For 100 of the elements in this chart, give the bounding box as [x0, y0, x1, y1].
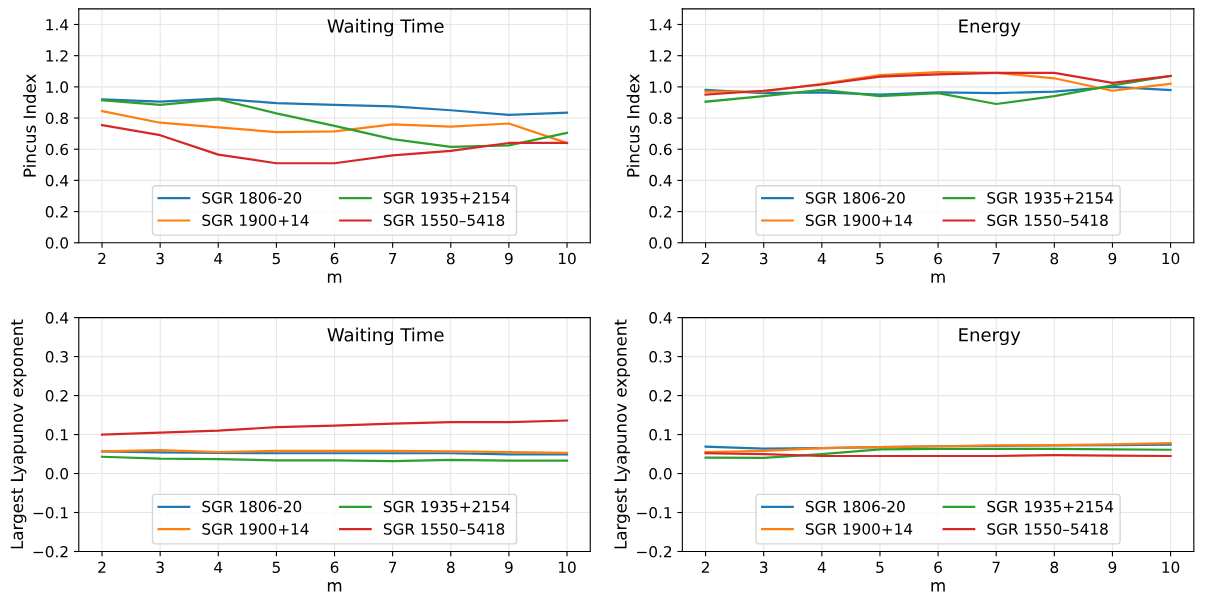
- legend-label: SGR 1900+14: [805, 214, 913, 227]
- x-tick-label: 7: [389, 561, 397, 573]
- legend-label: SGR 1550–5418: [383, 214, 505, 227]
- y-tick-label: 0.2: [45, 390, 68, 402]
- legend-label: SGR 1550–5418: [987, 214, 1108, 227]
- legend-label: SGR 1900+14: [202, 523, 309, 535]
- y-tick-label: 1.2: [649, 50, 672, 62]
- y-axis-title: Pincus Index: [23, 74, 36, 177]
- text: Waiting Time: [327, 18, 444, 37]
- legend-label: SGR 1550–5418: [987, 523, 1108, 535]
- x-tick-label: 8: [1050, 252, 1059, 265]
- x-tick-label: 8: [1050, 561, 1059, 574]
- x-axis-title: m: [931, 273, 945, 283]
- y-tick-label: 0.2: [649, 206, 672, 218]
- y-tick-label: 0.4: [649, 312, 672, 324]
- y-axis-title: Largest Lyapunov exponent: [10, 319, 27, 549]
- text: Energy: [959, 19, 1021, 37]
- x-tick-label: 5: [876, 561, 884, 574]
- x-tick-label: 10: [558, 561, 576, 574]
- x-axis-title: m: [327, 582, 342, 592]
- x-tick-label: 8: [446, 252, 455, 265]
- y-tick-label: 0.2: [649, 390, 672, 402]
- x-tick-label: 7: [992, 252, 1000, 265]
- x-tick-label: 9: [505, 561, 513, 574]
- line-series: [100, 419, 569, 436]
- y-tick-label: 1.0: [46, 81, 69, 93]
- legend-label: SGR 1935+2154: [383, 500, 510, 513]
- x-tick-label: 8: [446, 561, 455, 574]
- x-tick-label: 6: [934, 561, 942, 574]
- y-tick-label: 0.4: [45, 312, 69, 324]
- x-tick-label: 4: [817, 561, 826, 573]
- x-tick-label: 7: [389, 252, 397, 265]
- x-tick-label: 2: [98, 252, 106, 265]
- y-tick-label: −0.1: [637, 506, 672, 519]
- x-tick-label: 9: [1108, 252, 1117, 265]
- legend-label: SGR 1806-20: [202, 500, 302, 513]
- x-tick-label: 5: [876, 252, 884, 265]
- y-tick-label: 0.3: [45, 351, 68, 363]
- x-tick-label: 2: [701, 561, 709, 573]
- x-tick-label: 5: [272, 252, 280, 265]
- line-series: [704, 447, 1172, 460]
- legend-label: SGR 1550–5418: [383, 523, 505, 535]
- y-axis-title: Pincus Index: [626, 74, 640, 177]
- x-tick-label: 7: [992, 561, 1000, 573]
- x-axis-title: m: [327, 273, 342, 283]
- y-tick-label: −0.2: [33, 545, 68, 558]
- legend-label: SGR 1935+2154: [987, 192, 1114, 204]
- legend-label: SGR 1935+2154: [987, 500, 1114, 513]
- x-tick-label: 10: [1162, 252, 1180, 265]
- x-tick-label: 3: [760, 252, 768, 265]
- line-series: [100, 97, 569, 117]
- y-tick-label: 0.2: [45, 206, 68, 218]
- y-tick-label: 0.0: [45, 468, 69, 480]
- y-tick-label: 1.4: [46, 19, 69, 31]
- y-tick-label: 0.4: [45, 174, 69, 187]
- y-tick-label: 1.2: [46, 50, 68, 62]
- y-tick-label: 1.0: [649, 81, 672, 93]
- x-tick-label: 2: [701, 252, 709, 265]
- y-tick-label: 0.0: [649, 237, 672, 249]
- legend-label: SGR 1900+14: [805, 523, 913, 535]
- y-tick-label: 0.0: [45, 237, 69, 249]
- legend-label: SGR 1806-20: [805, 500, 905, 513]
- x-axis-title: m: [931, 582, 945, 592]
- y-axis-title: Largest Lyapunov exponent: [614, 319, 630, 549]
- x-tick-label: 9: [505, 252, 513, 265]
- x-tick-label: 3: [760, 561, 768, 574]
- y-tick-label: 0.4: [649, 174, 672, 187]
- x-tick-label: 5: [272, 561, 280, 574]
- legend-label: SGR 1935+2154: [383, 192, 510, 204]
- x-tick-label: 9: [1108, 561, 1117, 574]
- x-tick-label: 6: [330, 252, 339, 265]
- line-series: [100, 123, 569, 165]
- line-series: [704, 442, 1172, 454]
- y-tick-label: 0.1: [649, 429, 672, 441]
- x-tick-label: 6: [330, 561, 339, 574]
- y-tick-label: 0.3: [649, 351, 672, 363]
- x-tick-label: 10: [558, 252, 576, 265]
- line-series: [100, 98, 569, 148]
- x-tick-label: 4: [214, 252, 223, 265]
- x-tick-label: 6: [934, 252, 942, 265]
- x-tick-label: 3: [156, 561, 164, 574]
- legend-label: SGR 1806-20: [202, 192, 302, 204]
- y-tick-label: −0.2: [637, 545, 672, 558]
- text: Energy: [959, 328, 1021, 346]
- text: Waiting Time: [327, 327, 444, 346]
- x-tick-label: 4: [214, 561, 223, 573]
- y-tick-label: −0.1: [33, 506, 68, 519]
- y-tick-label: 0.8: [649, 112, 672, 125]
- x-tick-label: 2: [98, 561, 106, 573]
- y-tick-label: 1.4: [649, 19, 672, 31]
- y-tick-label: 0.8: [45, 112, 69, 125]
- x-tick-label: 3: [156, 252, 164, 265]
- y-tick-label: 0.0: [649, 468, 672, 480]
- x-tick-label: 10: [1162, 561, 1180, 574]
- line-series: [100, 109, 569, 145]
- y-tick-label: 0.6: [45, 143, 69, 156]
- y-tick-label: 0.6: [649, 143, 672, 156]
- legend-label: SGR 1900+14: [202, 214, 309, 227]
- legend-label: SGR 1806-20: [805, 192, 905, 204]
- x-tick-label: 4: [817, 252, 826, 265]
